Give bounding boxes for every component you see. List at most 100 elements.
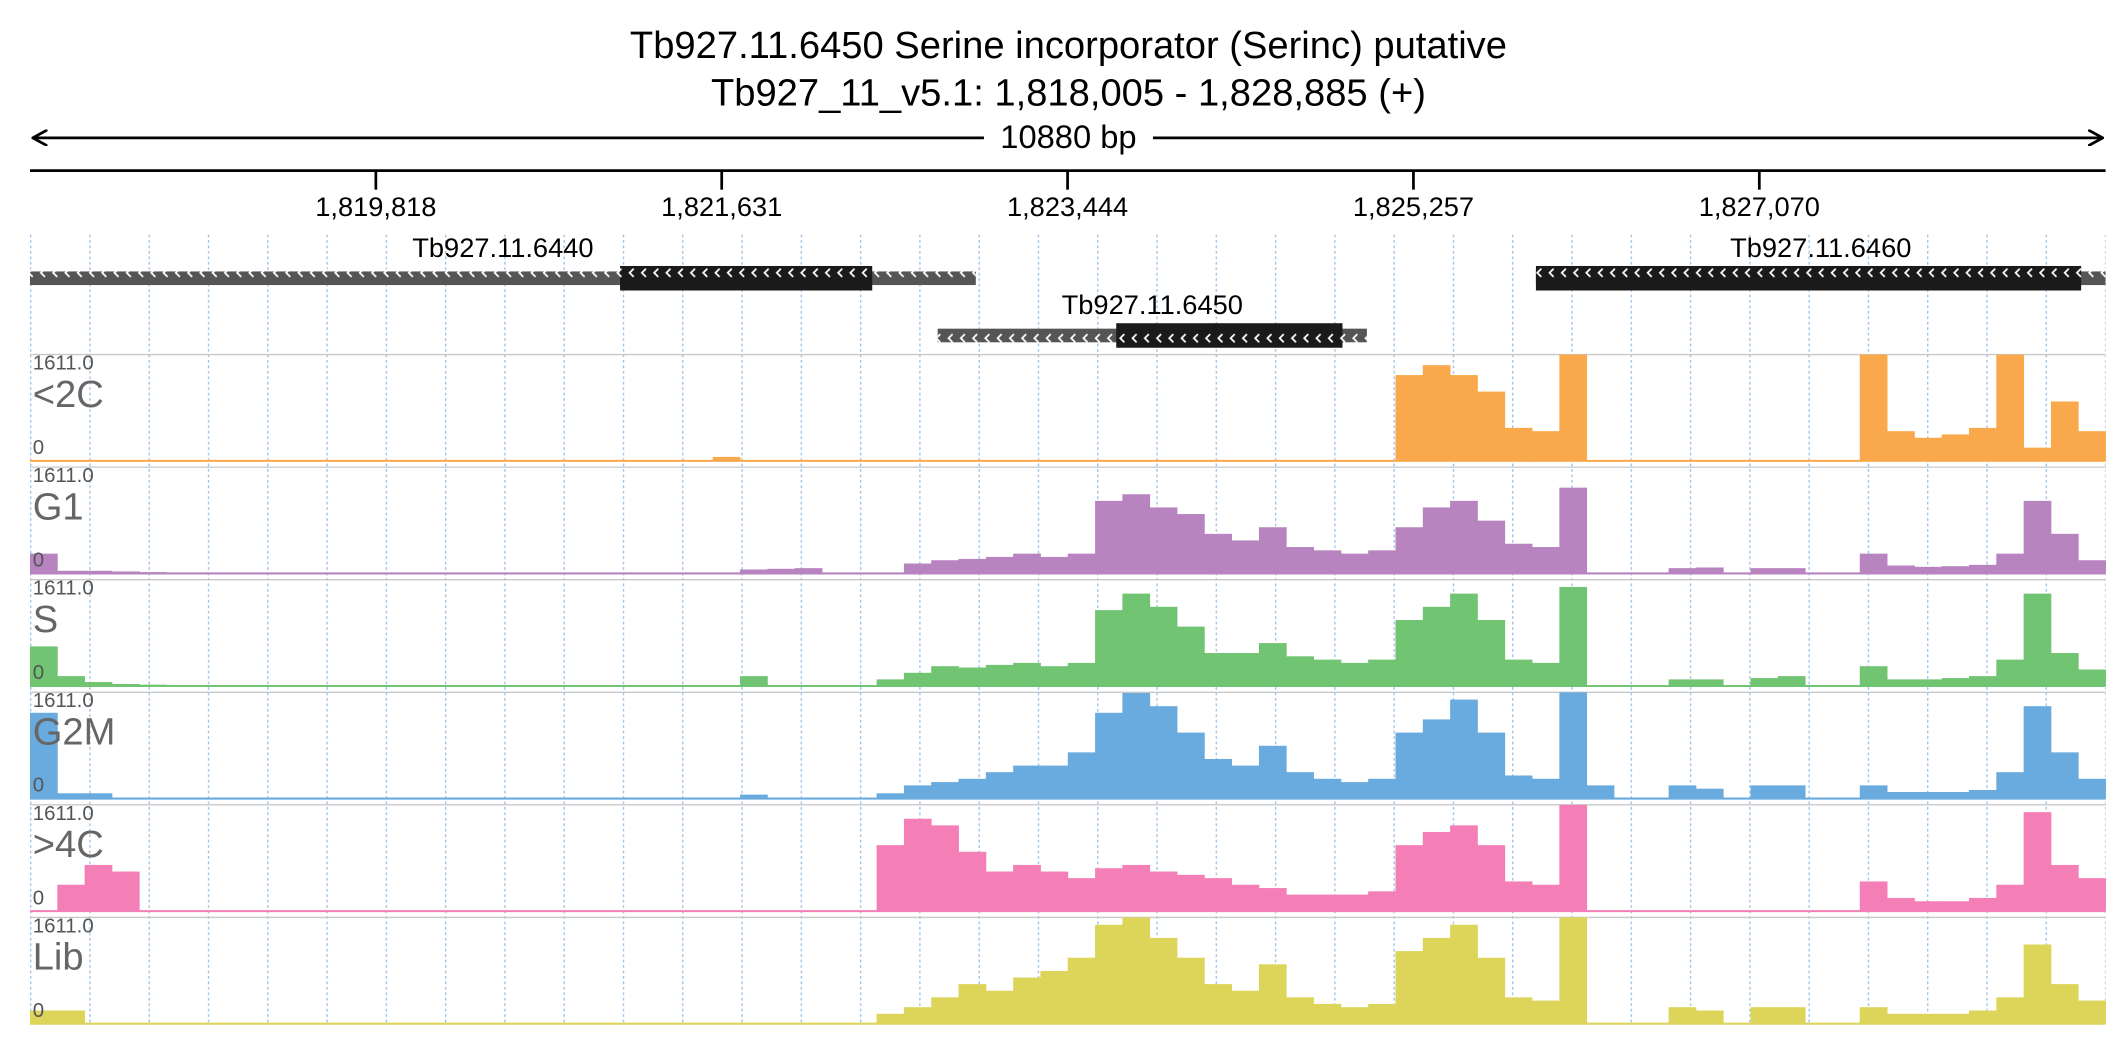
- coverage-bar: [1859, 666, 1888, 686]
- coverage-bar: [1149, 606, 1178, 686]
- coverage-bar: [1422, 719, 1451, 799]
- tick-label: 1,827,070: [1699, 191, 1820, 222]
- coverage-bar: [1122, 917, 1151, 1024]
- coverage-bar: [1477, 520, 1506, 574]
- coverage-bar: [1368, 659, 1396, 686]
- coverage-bar: [2078, 560, 2106, 574]
- track-ymin: 0: [33, 774, 44, 797]
- coverage-bar: [903, 563, 932, 574]
- track-ymax: 1611.0: [33, 352, 94, 375]
- coverage-bar: [1668, 785, 1697, 799]
- track-ymin: 0: [33, 886, 44, 909]
- tick-label: 1,825,257: [1353, 191, 1474, 222]
- gene-label: Tb927.11.6450: [1062, 289, 1243, 320]
- coverage-bar: [1941, 791, 1970, 799]
- span-label-bg: [983, 120, 1153, 156]
- coverage-bar: [1941, 901, 1970, 912]
- coverage-bar: [1695, 679, 1724, 686]
- coverage-bar: [1013, 662, 1041, 686]
- coverage-bar: [1996, 884, 2025, 912]
- coverage-bar: [1313, 894, 1342, 912]
- coverage-bar: [1422, 507, 1451, 574]
- coverage-bar: [1941, 678, 1970, 686]
- coverage-bar: [740, 676, 768, 686]
- coverage-bar: [2050, 864, 2079, 912]
- coverage-bar: [1040, 970, 1069, 1024]
- coverage-bar: [1559, 487, 1588, 574]
- coverage-bar: [1013, 864, 1041, 912]
- coverage-bar: [1286, 772, 1314, 799]
- coverage-bar: [1067, 553, 1096, 574]
- coverage-bar: [1969, 564, 1997, 574]
- coverage-bar: [1013, 765, 1041, 799]
- coverage-bar: [1422, 606, 1451, 686]
- coverage-bar: [1149, 706, 1178, 799]
- coverage-bar: [1204, 984, 1233, 1024]
- coverage-bar: [1095, 868, 1123, 912]
- coverage-bar: [1477, 957, 1506, 1024]
- coverage-bar: [1859, 881, 1888, 912]
- coverage-bar: [1286, 894, 1314, 912]
- coverage-bar: [1204, 878, 1233, 912]
- coverage-bar: [1177, 626, 1205, 686]
- coverage-bar: [985, 556, 1014, 574]
- coverage-bar: [1231, 884, 1260, 912]
- coverage-bar: [1313, 1003, 1342, 1024]
- coverage-bar: [1368, 891, 1396, 912]
- coverage-bar: [1996, 553, 2025, 574]
- coverage-bar: [1532, 547, 1560, 574]
- track-ymax: 1611.0: [33, 914, 94, 937]
- coverage-bar: [1750, 785, 1779, 799]
- coverage-bar: [1340, 1007, 1369, 1024]
- coverage-bar: [958, 851, 987, 912]
- coverage-bar: [1122, 593, 1151, 686]
- coverage-bar: [1149, 937, 1178, 1024]
- coverage-bar: [1231, 653, 1260, 686]
- track-name: <2C: [33, 373, 104, 416]
- coverage-bar: [57, 570, 86, 574]
- coverage-bar: [1477, 391, 1506, 461]
- coverage-bar: [1504, 775, 1533, 799]
- coverage-bar: [1887, 431, 1915, 461]
- coverage-bar: [29, 553, 58, 574]
- coverage-bar: [1969, 897, 1997, 912]
- track-name: S: [33, 598, 58, 641]
- track-ymax: 1611.0: [33, 577, 94, 600]
- coverage-bar: [1313, 778, 1342, 799]
- gene-label: Tb927.11.6460: [1730, 232, 1911, 263]
- coverage-bar: [1532, 778, 1560, 799]
- coverage-bar: [1450, 375, 1478, 461]
- coverage-bar: [1122, 864, 1151, 912]
- coverage-bar: [903, 1007, 932, 1024]
- coverage-bar: [1887, 1013, 1915, 1024]
- coverage-bar: [1996, 772, 2025, 799]
- coverage-bar: [1040, 556, 1069, 574]
- coverage-bar: [1422, 937, 1451, 1024]
- coverage-bar: [1095, 924, 1123, 1024]
- coverage-bar: [29, 646, 58, 686]
- coverage-bar: [84, 682, 113, 686]
- coverage-bar: [1695, 567, 1724, 574]
- coverage-bar: [1695, 1010, 1724, 1024]
- coverage-bar: [1040, 666, 1069, 686]
- coverage-bar: [1996, 354, 2025, 461]
- coverage-bar: [2050, 752, 2079, 799]
- coverage-bar: [1013, 977, 1041, 1024]
- coverage-bar: [1941, 1013, 1970, 1024]
- coverage-bar: [876, 793, 905, 799]
- coverage-bar: [1258, 888, 1287, 912]
- coverage-bar: [1286, 656, 1314, 686]
- coverage-bar: [903, 785, 932, 799]
- coverage-bar: [1777, 1007, 1806, 1024]
- coverage-bar: [1532, 431, 1560, 461]
- coverage-bar: [29, 1010, 58, 1024]
- coverage-bar: [1204, 533, 1233, 574]
- coverage-bar: [1859, 785, 1888, 799]
- coverage-bar: [958, 667, 987, 686]
- coverage-bar: [1340, 894, 1369, 912]
- coverage-bar: [1258, 527, 1287, 574]
- coverage-bar: [1859, 1007, 1888, 1024]
- tick-label: 1,821,631: [661, 191, 782, 222]
- coverage-bar: [1914, 901, 1943, 912]
